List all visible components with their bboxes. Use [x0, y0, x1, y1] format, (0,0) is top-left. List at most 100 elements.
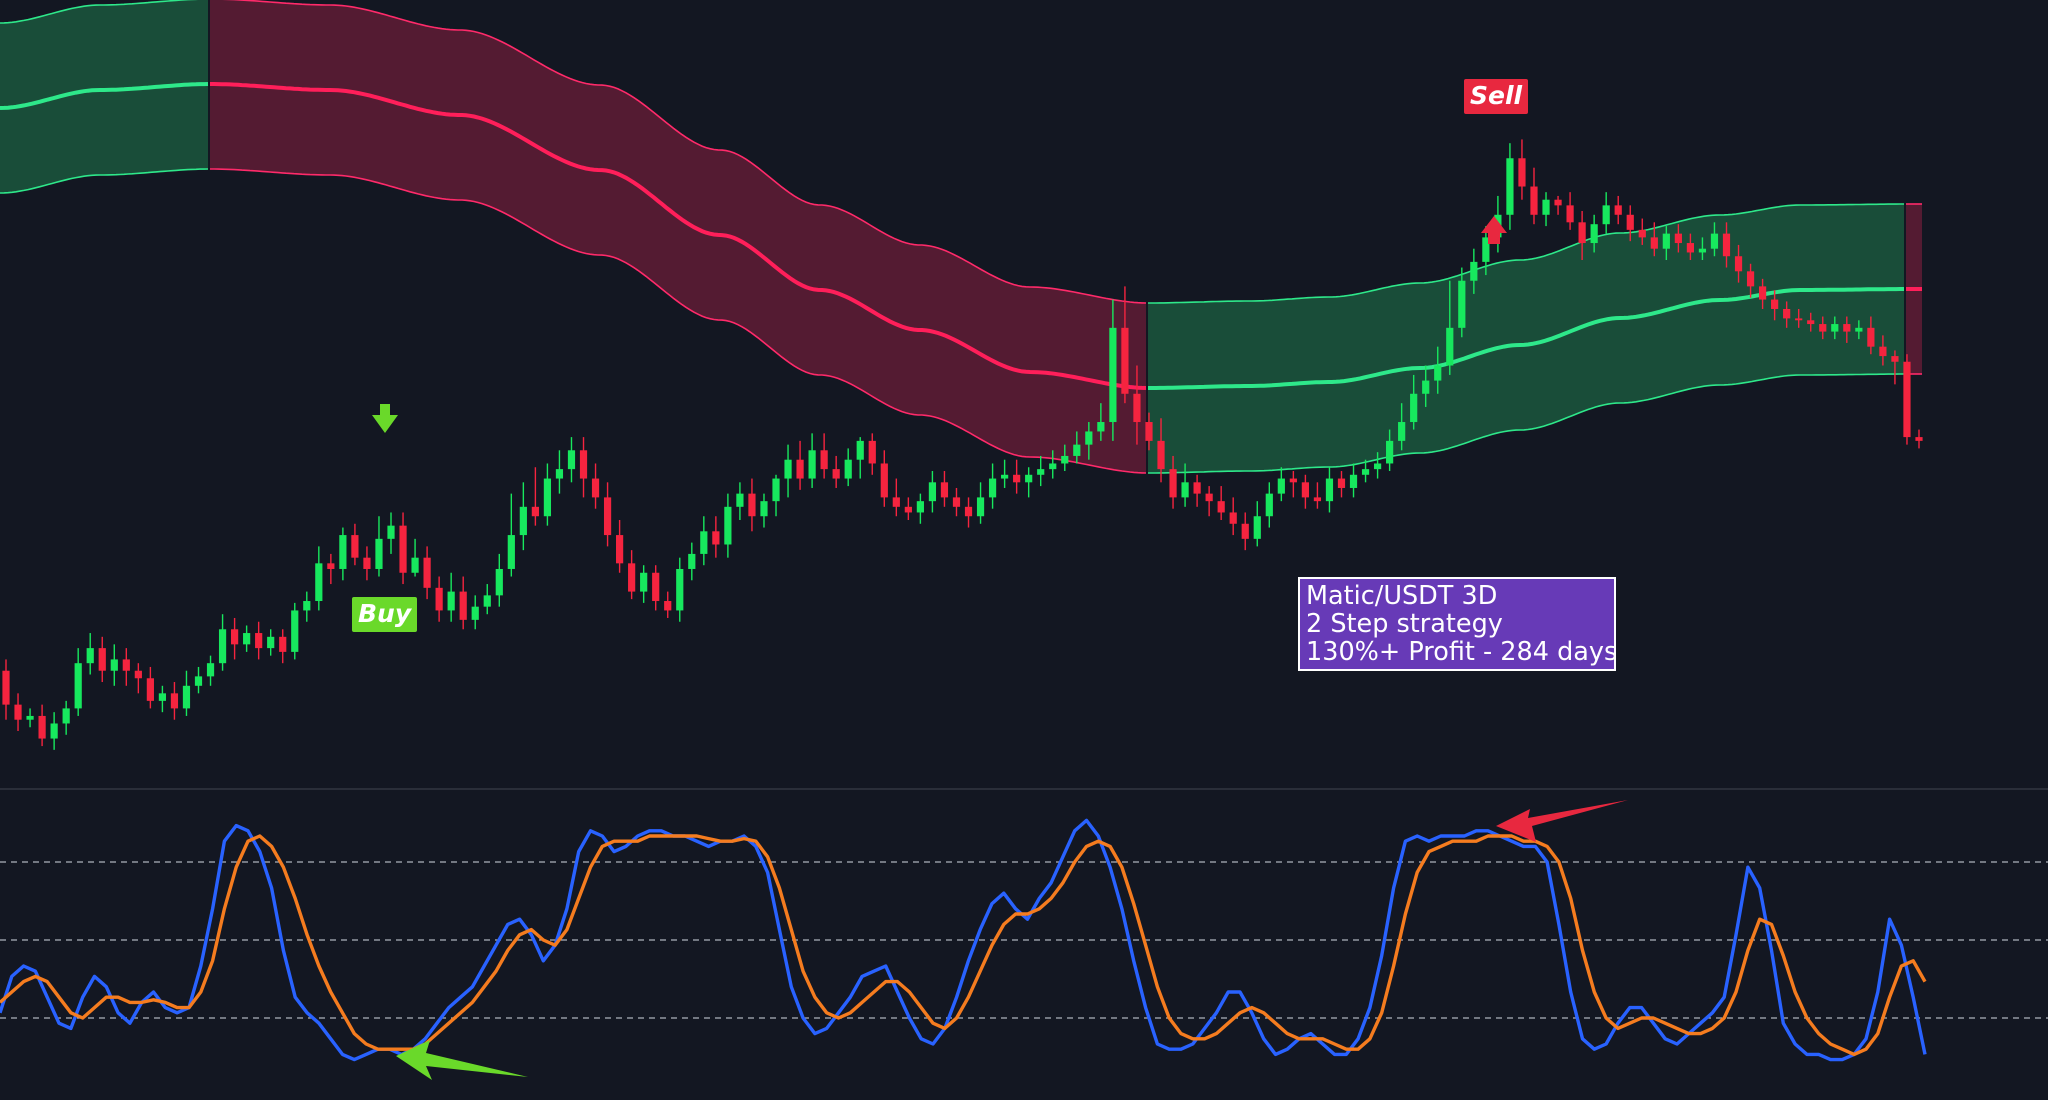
candle-body [555, 469, 564, 479]
candle-body [1277, 478, 1285, 494]
candle-body [1698, 248, 1707, 253]
candle-body [616, 535, 624, 564]
candle-body [255, 633, 263, 649]
candle-body [1217, 501, 1225, 513]
candle-body [868, 440, 876, 464]
band-mid-bullish [0, 82, 209, 110]
candle-body [1638, 229, 1646, 238]
candle-body [1578, 222, 1586, 244]
info-line-pair: Matic/USDT 3D [1306, 581, 1498, 611]
candle-body [1422, 380, 1430, 394]
candle-body [495, 568, 503, 596]
candle-body [1325, 478, 1334, 502]
candle-body [1241, 523, 1249, 539]
candle-body [339, 535, 347, 569]
candle-body [98, 648, 106, 671]
candle-body [38, 715, 46, 739]
candle-body [1819, 324, 1827, 332]
candle-body [796, 459, 804, 479]
candle-body [1085, 431, 1093, 445]
candle-body [1518, 158, 1526, 187]
candle-body [375, 538, 383, 569]
candle-body [1843, 324, 1851, 332]
candle-body [928, 482, 937, 502]
candle-body [423, 557, 431, 588]
candle-body [1686, 243, 1695, 253]
candle-body [1614, 205, 1622, 215]
candle-body [519, 506, 527, 536]
candle-body [1758, 286, 1767, 300]
band-upper-bullish [1148, 203, 1904, 304]
info-line-profit: 130%+ Profit - 284 days [1306, 637, 1618, 667]
candle-body [182, 685, 191, 709]
candle-body [700, 531, 708, 554]
candle-body [591, 478, 600, 498]
candle-body [1361, 469, 1370, 475]
candle-body [1554, 199, 1562, 206]
candle-body [459, 591, 467, 620]
candle-body [1771, 299, 1779, 309]
candle-body [1398, 422, 1406, 441]
candle-body [676, 568, 684, 611]
candle-body [808, 450, 816, 479]
candle-body [748, 493, 756, 517]
sell-signal-label: Sell [1464, 79, 1529, 114]
candle-body [1482, 237, 1490, 262]
candle-body [1831, 324, 1839, 332]
candle-body [1650, 237, 1658, 249]
candle-body [399, 525, 407, 573]
strategy-info-box: Matic/USDT 3D 2 Step strategy 130%+ Prof… [1298, 577, 1618, 671]
candle-body [1049, 463, 1057, 470]
trend-bands [0, 0, 1922, 474]
candle-body [988, 478, 997, 498]
candle-body [567, 450, 576, 470]
candle-body [844, 459, 852, 479]
band-upper-bearish [221, 0, 1147, 304]
candle-body [158, 693, 167, 701]
candle-body [1434, 365, 1442, 381]
candle-body [964, 506, 973, 517]
candle-body [784, 459, 792, 479]
candle-body [206, 663, 215, 677]
candle-body [1879, 346, 1887, 357]
band-fill-bearish [210, 0, 1146, 473]
candle-body [1229, 512, 1237, 524]
candle-body [832, 469, 840, 479]
band-fill-bullish [1148, 204, 1904, 473]
candle-body [1626, 214, 1634, 230]
candle-body [1386, 440, 1394, 464]
candle-body [1674, 233, 1682, 244]
candle-body [50, 723, 58, 739]
candle-body [531, 506, 539, 517]
candle-body [1722, 233, 1731, 257]
candle-body [724, 506, 732, 545]
signal-arrows [372, 216, 1628, 1080]
candle-body [1566, 205, 1574, 223]
candle-body [86, 648, 94, 664]
candle-body [435, 587, 443, 611]
candle-body [1795, 318, 1803, 321]
band-mid-bullish [1148, 287, 1904, 390]
candle-body [688, 553, 696, 569]
band-lower-bearish [210, 168, 1147, 474]
band-upper-bullish [0, 0, 199, 24]
candle-body [1530, 186, 1538, 215]
candle-body [1662, 233, 1670, 249]
buy-signal-label: Buy [352, 597, 418, 632]
candle-body [976, 497, 985, 517]
candle-body [916, 501, 924, 513]
band-fill-bullish [0, 0, 208, 193]
candle-body [1915, 437, 1923, 441]
candle-body [603, 497, 612, 536]
candle-body [218, 629, 227, 664]
candles [2, 139, 1923, 750]
candle-body [1073, 444, 1081, 456]
candle-body [1289, 478, 1297, 483]
candle-body [2, 670, 10, 705]
candle-body [1734, 256, 1743, 272]
candle-body [315, 563, 323, 602]
candle-body [892, 497, 900, 507]
candle-body [760, 501, 768, 517]
candle-body [579, 450, 588, 479]
